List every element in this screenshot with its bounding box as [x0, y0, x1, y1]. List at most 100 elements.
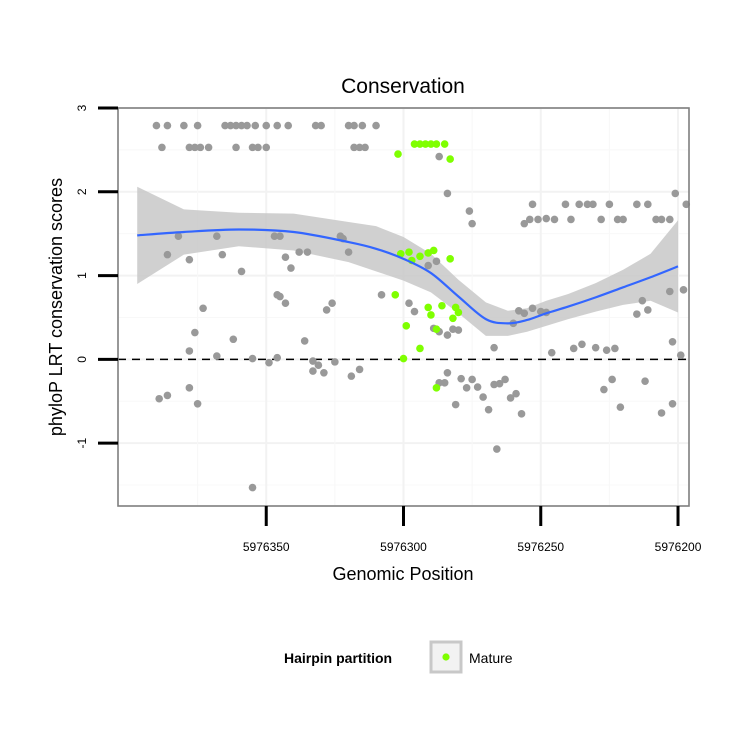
other-point — [193, 399, 202, 408]
other-point — [451, 400, 460, 409]
other-point — [490, 343, 498, 352]
other-point — [567, 215, 575, 224]
other-point — [191, 328, 199, 337]
other-point — [547, 348, 556, 357]
other-point — [322, 306, 331, 314]
other-point — [185, 255, 194, 264]
legend: Hairpin partition Mature — [284, 640, 513, 674]
mature-point — [438, 301, 446, 310]
other-point — [633, 200, 641, 209]
mature-point — [399, 354, 408, 363]
other-point — [583, 200, 592, 209]
other-point — [232, 121, 240, 130]
other-point — [377, 291, 386, 299]
other-point — [232, 143, 240, 152]
other-point — [602, 346, 611, 354]
mature-point — [394, 150, 402, 158]
other-point — [303, 248, 312, 256]
y-tick-label: 1 — [75, 272, 89, 279]
other-point — [638, 296, 647, 305]
other-point — [435, 152, 443, 161]
other-point — [309, 367, 317, 375]
other-point — [578, 340, 586, 349]
other-point — [528, 200, 537, 209]
other-point — [347, 372, 356, 380]
other-point — [644, 306, 652, 314]
other-point — [155, 394, 163, 403]
other-point — [254, 143, 262, 152]
other-point — [344, 121, 353, 130]
other-point — [265, 358, 273, 367]
x-axis-title: Genomic Position — [332, 564, 473, 584]
other-point — [180, 121, 188, 130]
other-point — [534, 215, 542, 224]
other-point — [679, 286, 688, 294]
other-point — [443, 368, 452, 377]
other-point — [317, 121, 325, 130]
legend-label-mature: Mature — [469, 650, 513, 666]
other-point — [611, 344, 619, 353]
other-point — [276, 232, 284, 240]
other-point — [591, 343, 600, 352]
other-point — [561, 200, 570, 209]
mature-point — [416, 252, 424, 261]
other-point — [152, 121, 161, 130]
x-tick-label: 5976200 — [655, 540, 702, 554]
mature-point — [432, 140, 441, 148]
other-point — [237, 267, 246, 276]
other-point — [204, 143, 213, 152]
other-point — [493, 445, 501, 453]
other-point — [358, 121, 367, 130]
other-point — [163, 250, 172, 259]
other-point — [410, 307, 419, 316]
other-point — [163, 121, 172, 130]
other-point — [608, 375, 616, 384]
other-point — [449, 325, 457, 334]
other-point — [682, 200, 691, 209]
other-point — [457, 374, 465, 383]
other-point — [443, 189, 452, 198]
other-point — [248, 354, 257, 363]
other-point — [525, 215, 534, 224]
other-point — [468, 375, 476, 384]
other-point — [213, 352, 221, 360]
other-point — [613, 215, 622, 224]
other-point — [652, 215, 660, 224]
other-point — [309, 357, 317, 365]
chart-title: Conservation — [341, 75, 465, 98]
other-point — [405, 299, 413, 308]
other-point — [185, 347, 194, 355]
other-point — [295, 248, 303, 256]
other-point — [633, 310, 641, 318]
other-point — [270, 232, 279, 240]
other-point — [163, 391, 172, 400]
mature-point — [416, 344, 424, 353]
x-tick-label: 5976350 — [243, 540, 290, 554]
mature-point — [440, 140, 449, 148]
y-tick-label: 3 — [75, 104, 89, 111]
other-point — [501, 375, 509, 384]
other-point — [676, 351, 685, 359]
mature-point — [427, 311, 435, 319]
other-point — [597, 215, 605, 224]
other-point — [328, 299, 336, 308]
mature-point — [402, 322, 411, 330]
other-point — [671, 189, 680, 198]
other-point — [284, 121, 293, 130]
other-point — [668, 399, 677, 408]
other-point — [644, 200, 652, 209]
other-point — [185, 143, 194, 152]
mature-point — [405, 248, 413, 256]
other-point — [226, 121, 235, 130]
x-tick-label: 5976300 — [380, 540, 427, 554]
other-point — [520, 219, 529, 228]
mature-point — [416, 140, 424, 148]
mature-point — [391, 291, 400, 299]
other-point — [619, 215, 627, 224]
other-point — [432, 257, 441, 266]
other-point — [248, 483, 257, 492]
other-point — [213, 232, 221, 240]
other-point — [462, 384, 471, 392]
y-axis-title: phyloP LRT conservation scores — [46, 178, 66, 436]
